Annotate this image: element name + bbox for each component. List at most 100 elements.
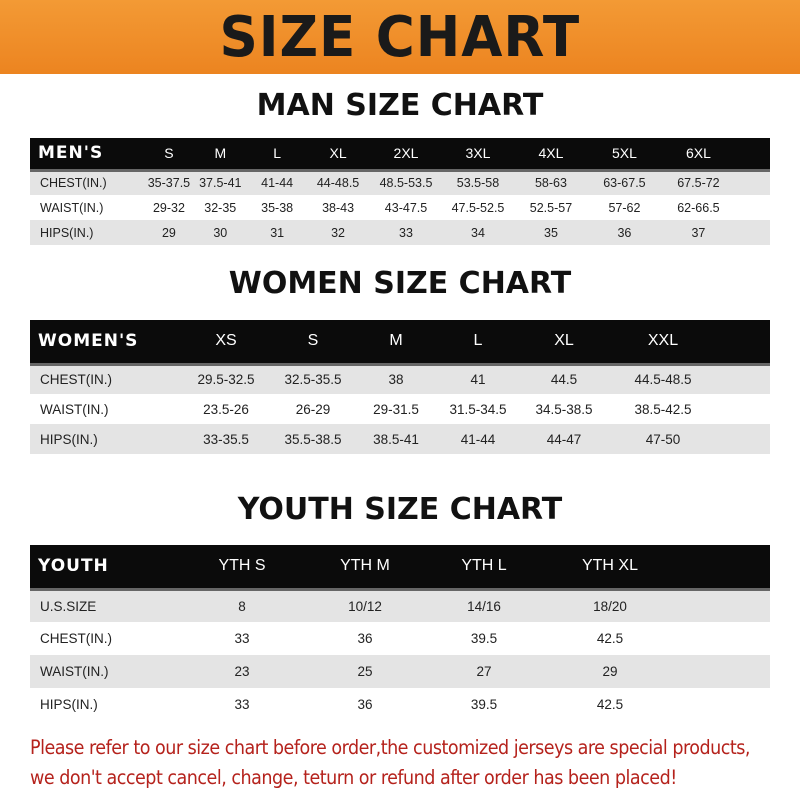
women-size-table: WOMEN'S XS S M L XL XXL CHEST(IN.) 29.5-32.5 32.5… — [30, 320, 770, 454]
table-row: HIPS(IN.) 33-35.5 35.5-38.5 38.5-41 41-44 44-… — [30, 424, 770, 454]
youth-title: YOUTH SIZE CHART — [237, 492, 563, 527]
measurement-value: 23 — [182, 655, 302, 688]
measurement-value: 33 — [234, 631, 250, 646]
measurement-value: 38.5-42.5 — [634, 401, 692, 417]
size-header: 3XL — [441, 138, 515, 172]
measurement-value: 42.5 — [596, 697, 624, 712]
policy-note-line-2: we don't accept cancel, change, teturn o… — [30, 766, 677, 789]
table-row: CHEST(IN.) 29.5-32.5 32.5-35.5 38 41 44.5 44.5… — [30, 364, 770, 394]
measurement-value: 36 — [357, 697, 373, 712]
size-header: XL — [520, 320, 608, 366]
table-row: U.S.SIZE 8 10/12 14/16 18/20 — [30, 589, 770, 622]
measurement-value: 29 — [145, 220, 193, 245]
table-row: WAIST(IN.) 29-32 32-35 35-38 38-43 43-47.5 47.… — [30, 195, 770, 220]
measurement-value: 18/20 — [540, 589, 680, 622]
table-label-header: WOMEN'S — [30, 320, 182, 366]
men-size-table: MEN'S S M L XL 2XL 3XL 4XL 5XL 6XL CHEST(IN.) 35-37… — [30, 138, 770, 245]
measurement-value: 36 — [357, 631, 373, 646]
measurement-value: 33 — [234, 697, 250, 712]
measurement-value: 39.5 — [470, 697, 498, 712]
measurement-value: 32.5-35.5 — [270, 364, 356, 394]
measurement-value: 31.5-34.5 — [449, 401, 507, 417]
measurement-value: 31 — [248, 220, 306, 245]
size-header: 4XL — [514, 138, 588, 172]
measurement-value: 30 — [192, 220, 249, 245]
measurement-value: 33 — [370, 220, 442, 245]
measurement-value: 35 — [514, 220, 588, 245]
table-row: CHEST(IN.) 35-37.5 37.5-41 41-44 44-48.5 48.5… — [30, 170, 770, 195]
table-header-row: MEN'S S M L XL 2XL 3XL 4XL 5XL 6XL — [30, 138, 770, 172]
size-header: L — [436, 320, 520, 366]
measurement-value: 41 — [436, 364, 520, 394]
measurement-value: 37 — [661, 220, 736, 245]
measurement-value: 47-50 — [608, 424, 718, 454]
measurement-value: 10/12 — [302, 589, 428, 622]
measurement-label: HIPS(IN.) — [30, 424, 182, 454]
measurement-value: 38-43 — [322, 200, 355, 215]
measurement-value: 36 — [587, 220, 662, 245]
women-title: WOMEN SIZE CHART — [228, 266, 572, 301]
measurement-value: 53.5-58 — [441, 170, 515, 195]
measurement-value: 29-32 — [152, 200, 185, 215]
banner: SIZE CHART — [0, 0, 800, 74]
measurement-value: 26-29 — [295, 401, 331, 417]
measurement-value: 29-31.5 — [373, 401, 419, 417]
measurement-label: WAIST(IN.) — [40, 200, 104, 215]
measurement-value: 44-48.5 — [305, 170, 371, 195]
measurement-value: 35-38 — [261, 200, 294, 215]
measurement-label: HIPS(IN.) — [30, 220, 146, 245]
measurement-value: 62-66.5 — [677, 200, 720, 215]
table-row: WAIST(IN.) 23 25 27 29 — [30, 655, 770, 688]
measurement-value: 67.5-72 — [661, 170, 736, 195]
table-row: HIPS(IN.) 33 36 39.5 42.5 — [30, 688, 770, 721]
measurement-value: 35-37.5 — [145, 170, 193, 195]
measurement-value: 39.5 — [470, 631, 498, 646]
measurement-label: U.S.SIZE — [30, 589, 182, 622]
measurement-value: 32 — [305, 220, 371, 245]
measurement-value: 33-35.5 — [182, 424, 270, 454]
measurement-value: 41-44 — [248, 170, 306, 195]
measurement-value: 27 — [428, 655, 540, 688]
measurement-value: 43-47.5 — [384, 200, 428, 215]
policy-note-line-1: Please refer to our size chart before or… — [30, 736, 751, 759]
size-header: M — [356, 320, 436, 366]
size-header: XXL — [608, 320, 718, 366]
measurement-value: 32-35 — [204, 200, 237, 215]
measurement-label: CHEST(IN.) — [30, 170, 146, 195]
table-row: WAIST(IN.) 23.5-26 26-29 29-31.5 31.5-34.5 34… — [30, 394, 770, 424]
measurement-value: 29.5-32.5 — [182, 364, 270, 394]
men-title: MAN SIZE CHART — [256, 88, 544, 123]
table-row: HIPS(IN.) 29 30 31 32 33 34 35 36 37 — [30, 220, 770, 245]
measurement-value: 57-62 — [608, 200, 641, 215]
size-header: 5XL — [587, 138, 662, 172]
measurement-value: 58-63 — [514, 170, 588, 195]
table-label-header: YOUTH — [30, 545, 182, 591]
size-header: XL — [305, 138, 371, 172]
table-header-row: WOMEN'S XS S M L XL XXL — [30, 320, 770, 366]
youth-size-table: YOUTH YTH S YTH M YTH L YTH XL U.S.SIZE 8 10/12… — [30, 545, 770, 721]
measurement-label: HIPS(IN.) — [40, 697, 98, 712]
measurement-label: CHEST(IN.) — [30, 364, 182, 394]
measurement-value: 34 — [441, 220, 515, 245]
table-label-header: MEN'S — [30, 138, 146, 172]
measurement-value: 38 — [356, 364, 436, 394]
size-header: 6XL — [661, 138, 736, 172]
measurement-value: 44.5 — [520, 364, 608, 394]
measurement-label: WAIST(IN.) — [40, 401, 109, 417]
measurement-label: WAIST(IN.) — [30, 655, 182, 688]
measurement-value: 29 — [540, 655, 680, 688]
measurement-value: 8 — [182, 589, 302, 622]
measurement-value: 23.5-26 — [203, 401, 249, 417]
size-header: S — [270, 320, 356, 366]
size-header: YTH L — [428, 545, 540, 591]
measurement-label: CHEST(IN.) — [40, 631, 112, 646]
measurement-value: 35.5-38.5 — [270, 424, 356, 454]
measurement-value: 47.5-52.5 — [451, 200, 505, 215]
size-header: XS — [182, 320, 270, 366]
measurement-value: 48.5-53.5 — [370, 170, 442, 195]
size-header: S — [145, 138, 193, 172]
measurement-value: 63-67.5 — [587, 170, 662, 195]
banner-title: SIZE CHART — [219, 4, 581, 70]
measurement-value: 25 — [302, 655, 428, 688]
size-header: YTH XL — [540, 545, 680, 591]
